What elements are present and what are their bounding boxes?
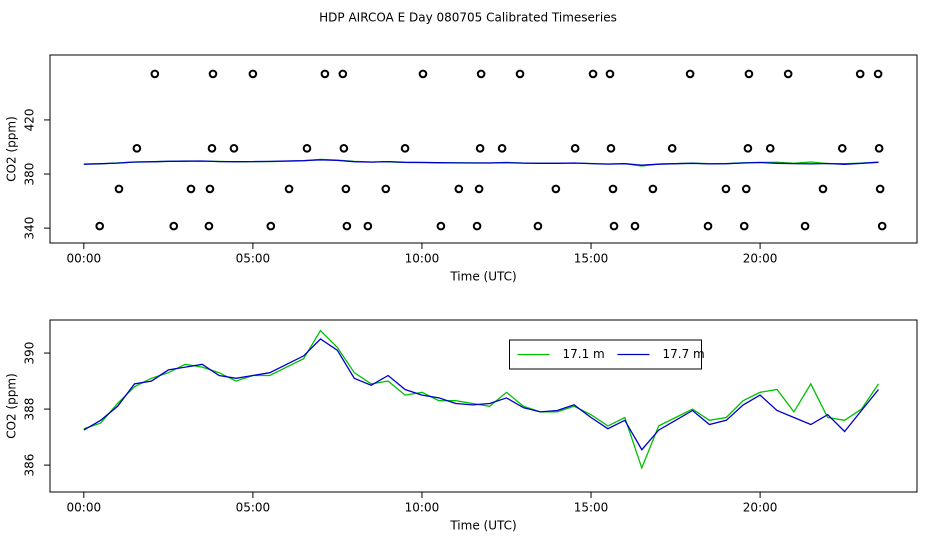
calibration-point xyxy=(609,221,619,231)
y-tick-label: 340 xyxy=(23,217,37,240)
calibration-point xyxy=(363,221,373,231)
legend-label: 17.1 m xyxy=(563,347,605,361)
calibration-point xyxy=(418,69,428,79)
calibration-point xyxy=(800,221,810,231)
calibration-point xyxy=(877,221,887,231)
x-tick-label: 10:00 xyxy=(405,252,440,266)
calibration-point xyxy=(475,144,485,153)
y-axis-label: CO2 (ppm) xyxy=(5,116,19,182)
calibration-point xyxy=(95,221,105,231)
x-axis-label: Time (UTC) xyxy=(449,270,516,284)
calibration-point xyxy=(436,221,446,231)
calibration-point xyxy=(400,144,410,153)
calibration-point xyxy=(551,184,561,194)
calibration-point xyxy=(570,144,580,153)
series-line xyxy=(83,338,880,451)
y-tick-label: 390 xyxy=(23,342,37,365)
y-tick-label: 380 xyxy=(23,163,37,186)
calibration-point xyxy=(630,221,640,231)
calibration-point xyxy=(341,184,351,194)
calibration-point xyxy=(472,221,482,231)
calibration-point xyxy=(266,221,276,231)
x-tick-label: 05:00 xyxy=(236,252,271,266)
page-title: HDP AIRCOA E Day 080705 Calibrated Times… xyxy=(319,11,617,25)
series-line xyxy=(83,329,880,470)
calibration-point xyxy=(515,69,525,79)
y-axis-label: CO2 (ppm) xyxy=(5,373,19,439)
x-axis-label: Time (UTC) xyxy=(449,519,516,533)
calibration-point xyxy=(320,69,330,79)
calibration-point xyxy=(608,184,618,194)
calibration-point xyxy=(207,144,217,153)
calibration-point xyxy=(284,184,294,194)
calibration-point xyxy=(685,69,695,79)
legend-label: 17.7 m xyxy=(663,347,705,361)
calibration-point xyxy=(339,144,349,153)
calibration-point xyxy=(874,144,884,153)
calibration-point xyxy=(703,221,713,231)
x-tick-label: 10:00 xyxy=(405,501,440,515)
calibration-point xyxy=(837,144,847,153)
calibration-point xyxy=(741,184,751,194)
calibration-point xyxy=(204,221,214,231)
calibration-point xyxy=(342,221,352,231)
calibration-point xyxy=(132,144,142,153)
calibration-point xyxy=(474,184,484,194)
calibration-point xyxy=(186,184,196,194)
calibration-point xyxy=(744,69,754,79)
calibration-point xyxy=(667,144,677,153)
y-tick-label: 388 xyxy=(23,398,37,421)
calibration-point xyxy=(229,144,239,153)
x-tick-label: 20:00 xyxy=(743,501,778,515)
calibration-point xyxy=(114,184,124,194)
calibration-point xyxy=(855,69,865,79)
x-tick-label: 15:00 xyxy=(574,252,609,266)
calibration-point xyxy=(302,144,312,153)
x-tick-label: 20:00 xyxy=(743,252,778,266)
plot-frame xyxy=(49,319,918,493)
calibration-point xyxy=(497,144,507,153)
calibration-point xyxy=(873,69,883,79)
calibration-point xyxy=(588,69,598,79)
calibration-point xyxy=(605,69,615,79)
x-tick-label: 05:00 xyxy=(236,501,271,515)
calibration-point xyxy=(150,69,160,79)
calibration-point xyxy=(533,221,543,231)
calibration-point xyxy=(739,221,749,231)
calibration-point xyxy=(248,69,258,79)
calibration-point xyxy=(454,184,464,194)
x-tick-label: 00:00 xyxy=(67,501,102,515)
calibration-point xyxy=(743,144,753,153)
series-line xyxy=(83,159,879,166)
y-tick-label: 420 xyxy=(23,108,37,131)
calibration-point xyxy=(721,184,731,194)
plot-frame xyxy=(49,54,918,244)
calibration-point xyxy=(875,184,885,194)
x-tick-label: 00:00 xyxy=(67,252,102,266)
calibration-point xyxy=(648,184,658,194)
calibration-point xyxy=(169,221,179,231)
x-tick-label: 15:00 xyxy=(574,501,609,515)
y-tick-label: 386 xyxy=(23,454,37,477)
calibration-point xyxy=(765,144,775,153)
calibration-point xyxy=(338,69,348,79)
calibration-point xyxy=(818,184,828,194)
calibration-point xyxy=(208,69,218,79)
calibration-point xyxy=(205,184,215,194)
calibration-point xyxy=(783,69,793,79)
calibration-point xyxy=(606,144,616,153)
calibration-point xyxy=(476,69,486,79)
calibration-point xyxy=(381,184,391,194)
